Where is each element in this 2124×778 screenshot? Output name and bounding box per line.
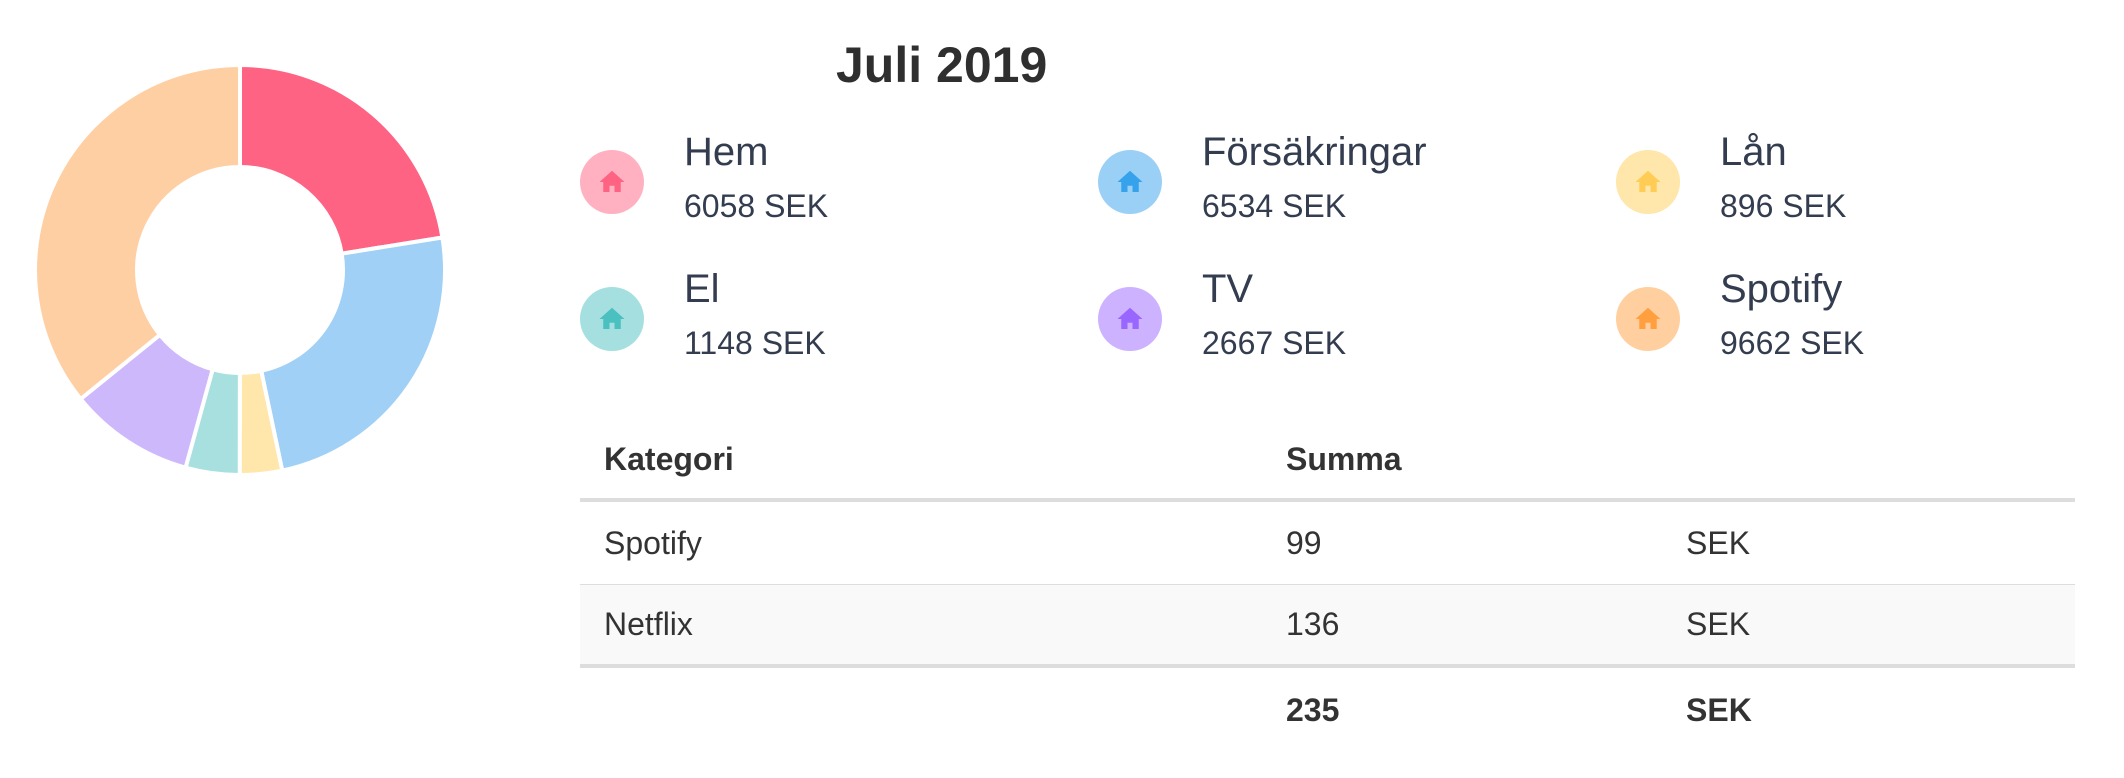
row-category: Spotify — [604, 524, 702, 561]
total-currency: SEK — [1686, 691, 1752, 728]
legend-amount: 2667 SEK — [1202, 325, 1347, 361]
expense-table: Kategori Summa Spotify 99 SEK Netflix 13… — [580, 420, 2075, 752]
page-title: Juli 2019 — [836, 37, 1048, 93]
donut-slice-spotify[interactable] — [33, 62, 242, 402]
table-row[interactable]: Spotify 99 SEK — [580, 502, 2075, 585]
expense-donut-chart — [33, 62, 447, 478]
legend-amount: 9662 SEK — [1720, 325, 1865, 361]
legend-name: Hem — [684, 130, 769, 174]
row-category: Netflix — [604, 606, 693, 642]
home-icon — [1616, 287, 1680, 351]
legend-name: Spotify — [1720, 267, 1843, 311]
legend-name: Försäkringar — [1202, 130, 1427, 174]
home-icon — [1098, 287, 1162, 351]
row-currency: SEK — [1686, 606, 1751, 642]
home-icon — [1098, 150, 1162, 214]
legend-amount: 896 SEK — [1720, 188, 1847, 224]
category-legend: Hem 6058 SEK Försäkringar 6534 SEK Lån 8… — [580, 130, 2080, 410]
row-sum: 136 — [1286, 606, 1340, 642]
total-sum: 235 — [1286, 691, 1340, 728]
header-summa[interactable]: Summa — [1286, 440, 1402, 477]
donut-slice-hem[interactable] — [238, 62, 445, 256]
legend-amount: 6534 SEK — [1202, 188, 1347, 224]
home-icon — [580, 287, 644, 351]
row-currency: SEK — [1686, 524, 1751, 561]
header-kategori[interactable]: Kategori — [604, 440, 734, 477]
row-sum: 99 — [1286, 524, 1322, 561]
donut-slice-försäkringar[interactable] — [258, 235, 447, 473]
table-header: Kategori Summa — [580, 420, 2075, 502]
home-icon — [580, 150, 644, 214]
table-total-row: 235 SEK — [580, 668, 2075, 752]
home-icon — [1616, 150, 1680, 214]
legend-name: Lån — [1720, 130, 1787, 174]
legend-amount: 6058 SEK — [684, 188, 829, 224]
legend-name: El — [684, 267, 720, 311]
legend-amount: 1148 SEK — [684, 325, 826, 361]
table-row[interactable]: Netflix 136 SEK — [580, 585, 2075, 668]
legend-name: TV — [1202, 267, 1254, 311]
